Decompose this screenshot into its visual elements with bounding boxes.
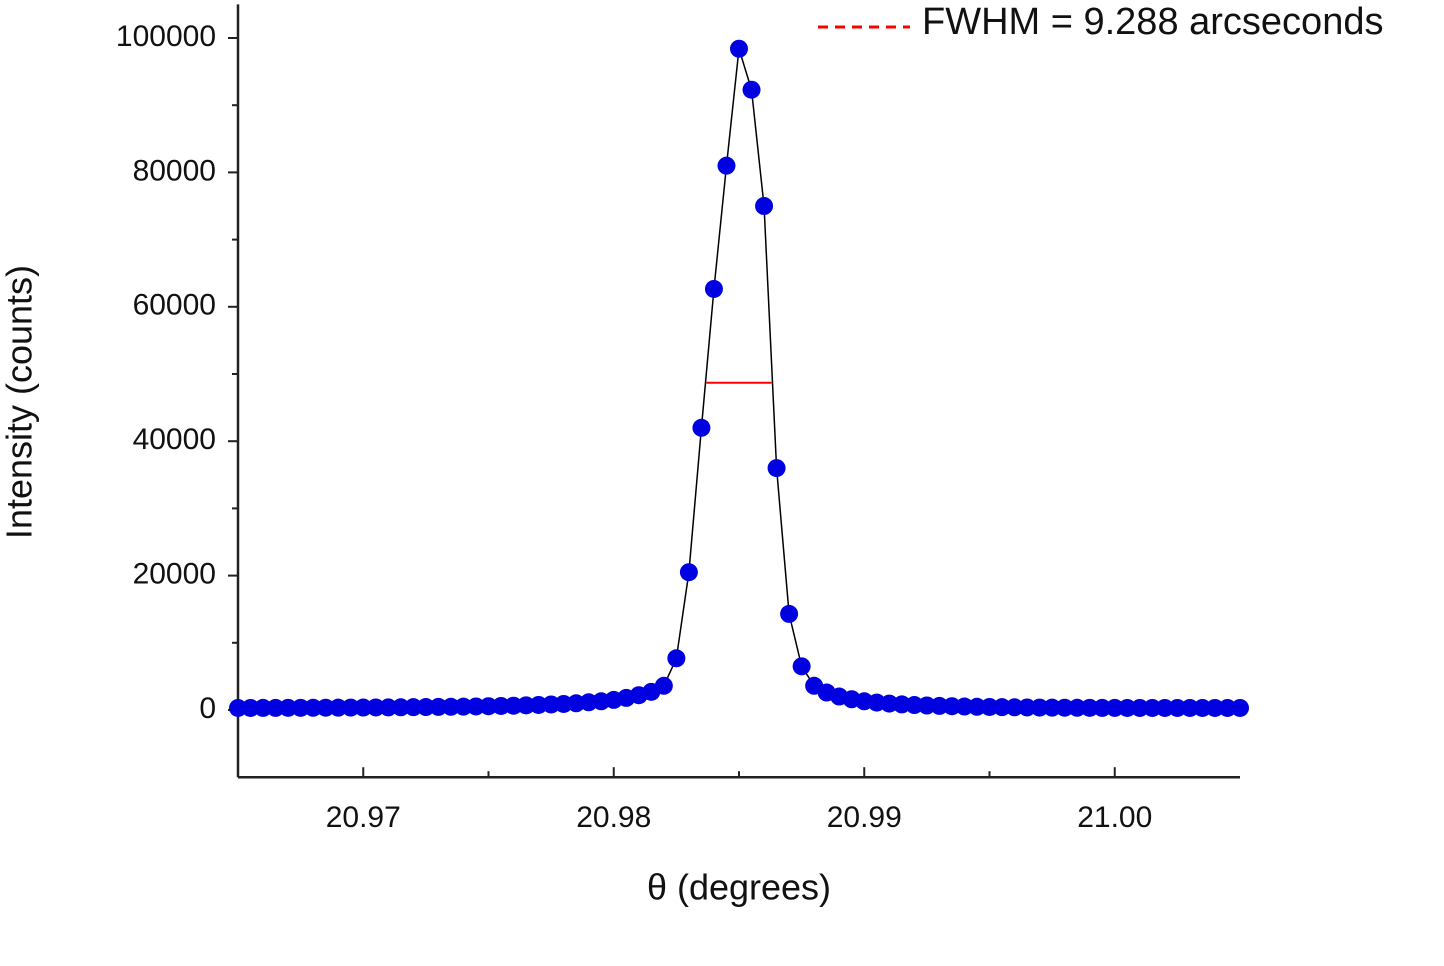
data-point	[792, 657, 811, 676]
data-point	[1055, 698, 1074, 717]
data-point	[955, 697, 974, 716]
data-point	[1193, 698, 1212, 717]
data-point	[1118, 698, 1137, 717]
data-point	[391, 698, 410, 717]
data-point	[717, 156, 736, 175]
data-point	[993, 698, 1012, 717]
y-tick-label: 20000	[133, 558, 216, 591]
data-point	[679, 563, 698, 582]
data-point	[1155, 698, 1174, 717]
data-point	[730, 39, 748, 58]
x-tick-label: 21.00	[1077, 801, 1152, 834]
data-point	[279, 698, 298, 717]
data-point	[942, 697, 961, 716]
data-point	[492, 696, 511, 715]
data-point	[254, 698, 273, 717]
data-point	[742, 80, 761, 99]
data-point	[316, 698, 335, 717]
x-tick-label: 20.98	[576, 801, 651, 834]
data-point	[704, 279, 723, 298]
data-point	[1080, 698, 1099, 717]
data-point	[304, 698, 323, 717]
data-point	[1005, 698, 1024, 717]
data-point	[1205, 698, 1224, 717]
data-point	[354, 698, 373, 717]
data-point	[1068, 698, 1087, 717]
data-point	[917, 696, 936, 715]
data-point	[466, 697, 485, 716]
data-point	[1231, 698, 1249, 717]
data-point	[366, 698, 385, 717]
data-point	[517, 696, 536, 715]
x-tick-label: 20.99	[827, 801, 902, 834]
data-point	[1030, 698, 1049, 717]
data-point	[416, 698, 435, 717]
data-point	[654, 676, 673, 695]
y-tick-label: 0	[199, 692, 216, 725]
data-point	[241, 698, 260, 717]
data-point	[441, 697, 460, 716]
data-point	[429, 697, 448, 716]
data-point	[1180, 698, 1199, 717]
data-point	[980, 697, 999, 716]
data-point	[291, 698, 310, 717]
data-point	[1218, 698, 1237, 717]
data-point	[454, 697, 473, 716]
data-point	[479, 697, 498, 716]
data-point	[692, 418, 711, 437]
fit-line	[238, 48, 1240, 709]
y-tick-label: 60000	[133, 289, 216, 322]
y-tick-label: 80000	[133, 154, 216, 187]
y-tick-label: 40000	[133, 423, 216, 456]
y-axis-label: Intensity (counts)	[0, 265, 40, 539]
x-axis-label: θ (degrees)	[647, 867, 831, 908]
data-point	[967, 697, 986, 716]
data-point	[930, 696, 949, 715]
data-point	[1093, 698, 1112, 717]
data-point	[329, 698, 348, 717]
x-tick-label: 20.97	[326, 801, 401, 834]
data-point	[767, 459, 786, 478]
data-point	[341, 698, 360, 717]
data-point	[755, 197, 774, 215]
data-point	[1143, 698, 1162, 717]
legend-label: FWHM = 9.288 arcseconds	[922, 1, 1383, 43]
data-point	[780, 604, 799, 623]
y-tick-label: 100000	[116, 20, 216, 53]
data-point	[667, 649, 686, 668]
data-point	[229, 698, 247, 717]
data-point	[1105, 698, 1124, 717]
data-point	[266, 698, 285, 717]
data-point	[379, 698, 398, 717]
data-point	[1168, 698, 1187, 717]
data-point	[1018, 698, 1037, 717]
data-point	[504, 696, 523, 715]
data-point	[1130, 698, 1149, 717]
data-point	[1043, 698, 1062, 717]
data-point	[404, 698, 423, 717]
